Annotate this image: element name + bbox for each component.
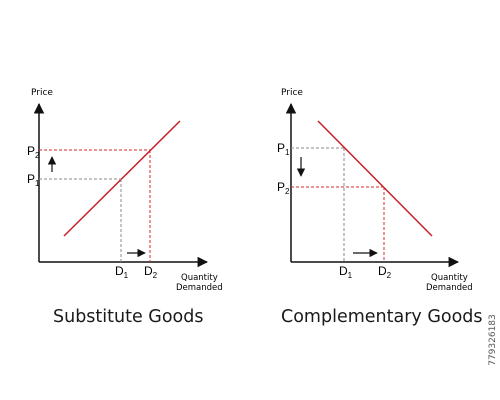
supply-curve	[63, 120, 181, 237]
x-axis-label-line2: Demanded	[426, 283, 473, 293]
quantity-label-d2: D2	[378, 264, 392, 280]
complementary-goods-caption: Complementary Goods	[281, 307, 483, 327]
demand-curve	[317, 120, 433, 237]
substitute-goods-diagram: Price P2 P1 D1 D2 Quantity Demanded	[27, 88, 223, 293]
side-id-label: 779326183	[488, 290, 498, 390]
price-label-p2: P2	[277, 180, 290, 196]
side-id-text: 779326183	[488, 314, 498, 366]
x-axis-label-line1: Quantity	[181, 273, 218, 283]
substitute-goods-caption: Substitute Goods	[53, 307, 204, 327]
quantity-label-d2: D2	[144, 264, 158, 280]
price-label-p1: P1	[277, 141, 290, 157]
price-label-p2: P2	[27, 144, 40, 160]
price-label-p1: P1	[27, 172, 40, 188]
quantity-label-d1: D1	[339, 264, 353, 280]
quantity-label-d1: D1	[115, 264, 129, 280]
complementary-goods-diagram: Price P1 P2 D1 D2 Quantity Demanded	[277, 88, 473, 293]
x-axis-label-line1: Quantity	[431, 273, 468, 283]
y-axis-label: Price	[281, 88, 303, 98]
y-axis-label: Price	[31, 88, 53, 98]
x-axis-label-line2: Demanded	[176, 283, 223, 293]
